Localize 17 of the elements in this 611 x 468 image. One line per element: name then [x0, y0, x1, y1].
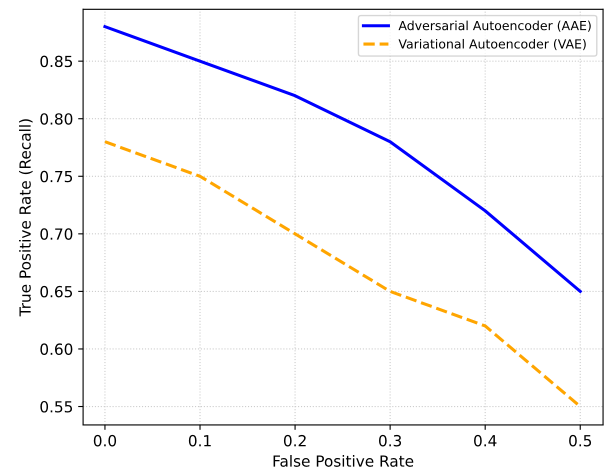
- y-tick-label: 0.85: [40, 56, 72, 68]
- x-tick-label: 0.1: [188, 434, 211, 446]
- y-axis-title: True Positive Rate (Recall): [19, 119, 33, 316]
- x-tick-label: 0.3: [378, 434, 402, 446]
- y-tick-label: 0.75: [40, 170, 72, 182]
- y-tick-label: 0.70: [40, 228, 72, 240]
- legend-label: Adversarial Autoencoder (AAE): [398, 20, 591, 32]
- x-tick-label: 0.4: [474, 434, 496, 446]
- y-tick-label: 0.65: [40, 286, 72, 298]
- x-axis-title: False Positive Rate: [274, 455, 414, 467]
- y-tick-label: 0.80: [40, 113, 72, 125]
- y-tick-label: 0.60: [40, 343, 72, 355]
- x-tick-label: 0.0: [94, 434, 116, 446]
- x-tick-label: 0.5: [569, 434, 592, 446]
- x-tick-label: 0.2: [284, 434, 306, 446]
- y-tick-label: 0.55: [40, 400, 72, 413]
- legend-label: Variational Autoencoder (VAE): [398, 38, 586, 50]
